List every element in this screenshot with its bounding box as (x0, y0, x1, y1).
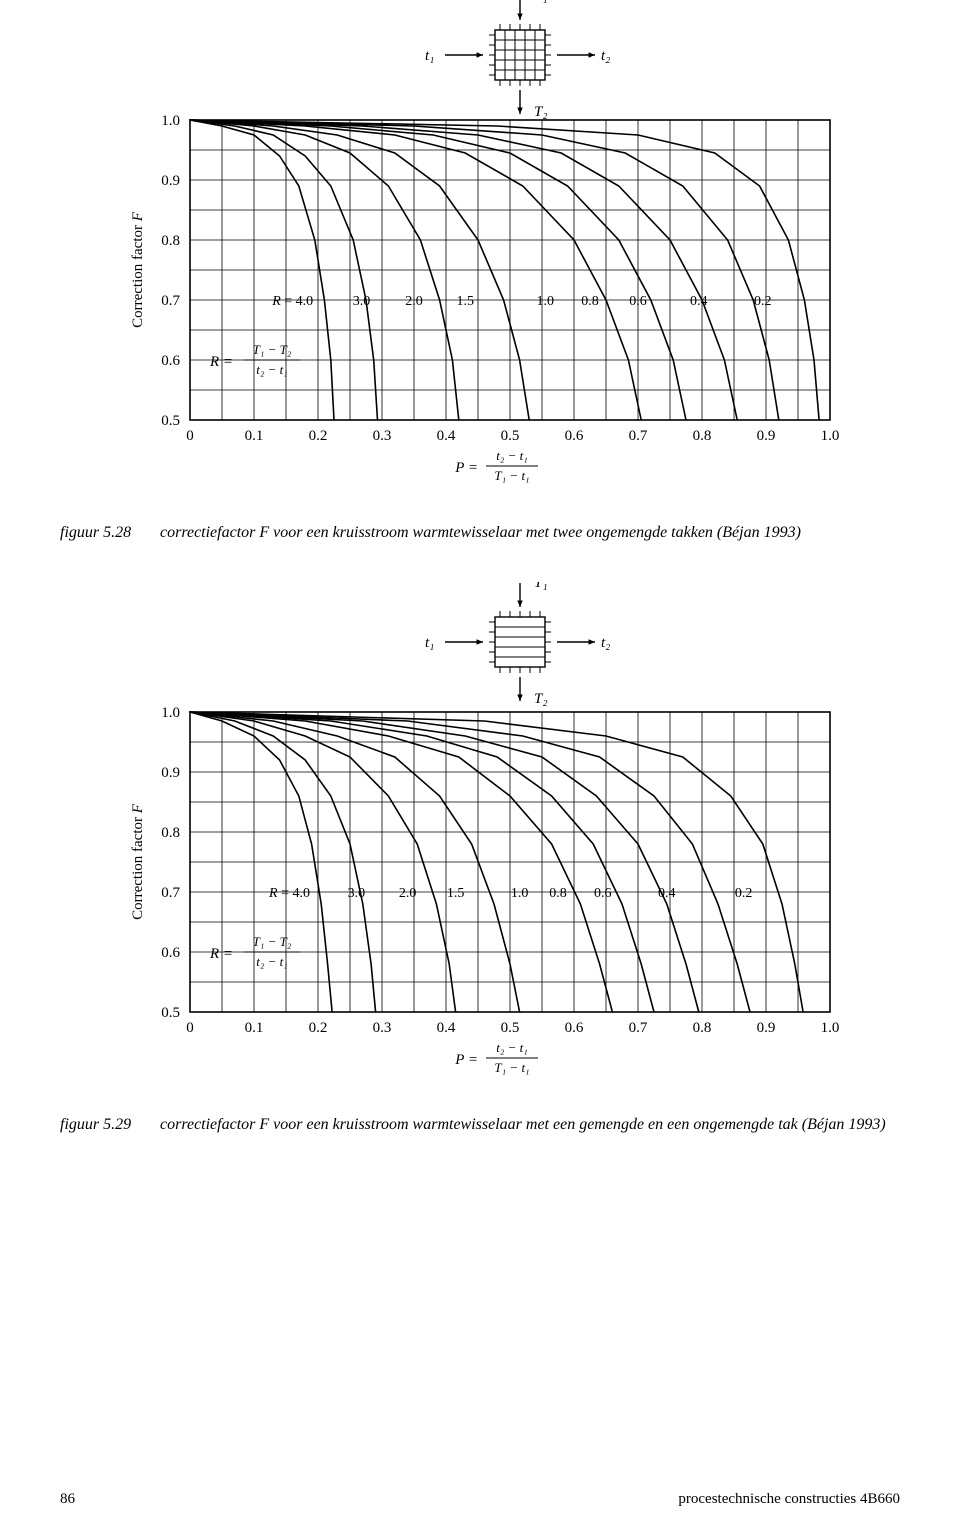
svg-text:T₁ − T₂: T₁ − T₂ (253, 342, 292, 357)
page-footer: 86 procestechnische constructies 4B660 (60, 1491, 900, 1508)
svg-text:1.0: 1.0 (161, 113, 180, 129)
caption-5-29: figuur 5.29 correctiefactor F voor een k… (60, 1116, 900, 1134)
caption-text: correctiefactor F voor een kruisstroom w… (160, 524, 900, 542)
svg-text:T₁: T₁ (534, 582, 548, 591)
svg-text:R =: R = (209, 946, 233, 962)
svg-text:0.8: 0.8 (581, 294, 599, 309)
svg-text:T₁ − t₁: T₁ − t₁ (494, 468, 529, 483)
svg-text:0.8: 0.8 (161, 825, 180, 841)
svg-text:0.5: 0.5 (501, 428, 520, 444)
caption-label: figuur 5.28 (60, 524, 160, 542)
svg-text:0.8: 0.8 (693, 428, 712, 444)
svg-text:T₂: T₂ (534, 104, 548, 120)
svg-text:0.8: 0.8 (161, 233, 180, 249)
svg-text:0.1: 0.1 (245, 428, 264, 444)
svg-text:0.9: 0.9 (161, 173, 180, 189)
svg-text:0.5: 0.5 (161, 1005, 180, 1021)
svg-text:1.5: 1.5 (447, 886, 465, 901)
figure-5-29: T₁ T₂ t₁ t₂ 0 0.1 0.2 0.3 0.4 0.5 0.6 0.7 0.8 0.9 1.0… (60, 582, 900, 1102)
svg-text:1.0: 1.0 (536, 294, 554, 309)
chart-5-29-svg: T₁ T₂ t₁ t₂ 0 0.1 0.2 0.3 0.4 0.5 0.6 0.7 0.8 0.9 1.0… (100, 582, 860, 1102)
doc-title: procestechnische constructies 4B660 (678, 1491, 900, 1508)
svg-text:P =: P = (454, 1052, 478, 1068)
svg-text:0.2: 0.2 (309, 1020, 328, 1036)
svg-text:0.7: 0.7 (161, 293, 180, 309)
svg-text:0.9: 0.9 (757, 428, 776, 444)
svg-text:0.9: 0.9 (161, 765, 180, 781)
page-number: 86 (60, 1491, 75, 1508)
svg-text:0.4: 0.4 (690, 294, 708, 309)
svg-text:3.0: 3.0 (353, 294, 371, 309)
svg-text:0.7: 0.7 (629, 1020, 648, 1036)
svg-text:1.0: 1.0 (161, 705, 180, 721)
figure-5-28: T₁ T₂ t₁ t₂ 0 0.1 0.2 0.3 0.4 0.5 0.6 0.7 0.8 0.9 1.0… (60, 0, 900, 510)
svg-text:1.0: 1.0 (821, 1020, 840, 1036)
svg-text:t₂ − t₁: t₂ − t₁ (256, 954, 288, 969)
svg-text:0.1: 0.1 (245, 1020, 264, 1036)
svg-text:1.0: 1.0 (511, 886, 528, 901)
chart-5-28-svg: T₁ T₂ t₁ t₂ 0 0.1 0.2 0.3 0.4 0.5 0.6 0.7 0.8 0.9 1.0… (100, 0, 860, 510)
svg-text:T₁ − T₂: T₁ − T₂ (253, 934, 292, 949)
svg-text:t₂: t₂ (601, 48, 610, 64)
svg-text:0.4: 0.4 (658, 886, 676, 901)
svg-text:0: 0 (186, 428, 194, 444)
svg-text:0.7: 0.7 (629, 428, 648, 444)
svg-text:t₂ − t₁: t₂ − t₁ (496, 1040, 528, 1055)
svg-text:t₂ − t₁: t₂ − t₁ (496, 448, 528, 463)
svg-text:0.6: 0.6 (565, 1020, 584, 1036)
caption-text: correctiefactor F voor een kruisstroom w… (160, 1116, 900, 1134)
svg-text:0.2: 0.2 (735, 886, 753, 901)
svg-text:0: 0 (186, 1020, 194, 1036)
svg-text:0.4: 0.4 (437, 1020, 456, 1036)
svg-text:t₂: t₂ (601, 635, 610, 651)
svg-text:0.6: 0.6 (161, 945, 180, 961)
svg-text:0.8: 0.8 (549, 886, 567, 901)
svg-text:0.3: 0.3 (373, 1020, 392, 1036)
svg-text:T₂: T₂ (534, 691, 548, 707)
svg-text:R =: R = (209, 354, 233, 370)
svg-text:0.6: 0.6 (629, 294, 647, 309)
svg-text:R = 4.0: R = 4.0 (271, 294, 313, 309)
caption-label: figuur 5.29 (60, 1116, 160, 1134)
svg-text:P =: P = (454, 460, 478, 476)
svg-text:0.3: 0.3 (373, 428, 392, 444)
svg-text:T₁: T₁ (534, 0, 548, 4)
svg-text:T₁ − t₁: T₁ − t₁ (494, 1060, 529, 1075)
svg-text:R = 4.0: R = 4.0 (268, 886, 310, 901)
svg-text:0.7: 0.7 (161, 885, 180, 901)
svg-text:0.2: 0.2 (754, 294, 772, 309)
svg-text:0.6: 0.6 (565, 428, 584, 444)
svg-text:0.4: 0.4 (437, 428, 456, 444)
svg-text:0.6: 0.6 (594, 886, 612, 901)
svg-text:0.5: 0.5 (501, 1020, 520, 1036)
svg-text:t₂ − t₁: t₂ − t₁ (256, 362, 288, 377)
svg-text:1.0: 1.0 (821, 428, 840, 444)
svg-text:Correction factor F: Correction factor F (130, 803, 146, 920)
svg-text:0.2: 0.2 (309, 428, 328, 444)
svg-text:0.9: 0.9 (757, 1020, 776, 1036)
svg-text:t₁: t₁ (425, 48, 434, 64)
svg-text:0.8: 0.8 (693, 1020, 712, 1036)
svg-text:0.6: 0.6 (161, 353, 180, 369)
caption-5-28: figuur 5.28 correctiefactor F voor een k… (60, 524, 900, 542)
svg-text:2.0: 2.0 (405, 294, 423, 309)
svg-text:t₁: t₁ (425, 635, 434, 651)
svg-text:2.0: 2.0 (399, 886, 417, 901)
svg-text:3.0: 3.0 (348, 886, 366, 901)
svg-text:Correction factor F: Correction factor F (130, 211, 146, 328)
svg-text:1.5: 1.5 (456, 294, 474, 309)
svg-text:0.5: 0.5 (161, 413, 180, 429)
